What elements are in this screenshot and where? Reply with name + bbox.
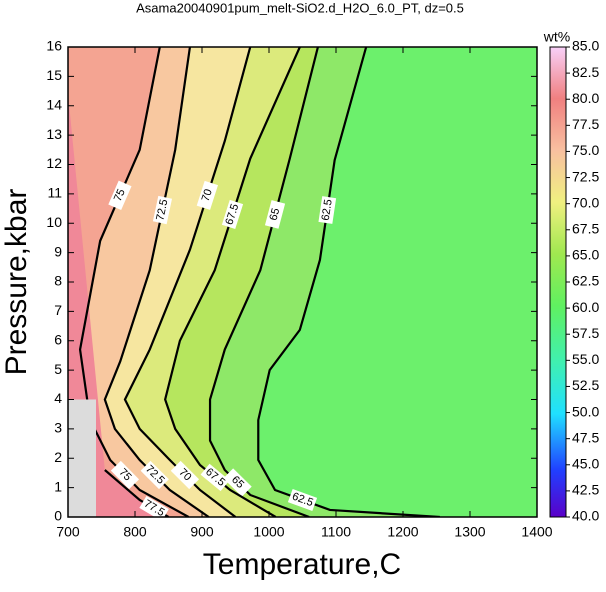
contour-label-group: 72.5 [152,195,173,225]
colorbar-tick-label: 55.0 [572,351,599,367]
contour-label-bg [140,460,169,490]
colorbar-tick-label: 42.5 [572,482,599,498]
x-axis-label: Temperature,C [203,548,401,581]
colorbar-tick-label: 85.0 [572,38,599,54]
y-axis-label: Pressure,kbar [0,189,33,376]
contour-label: 70 [200,188,215,203]
x-tick-label: 1100 [321,524,351,540]
y-tick-label: 5 [54,361,62,377]
y-tick-label: 10 [46,214,62,230]
y-tick-label: 7 [54,302,62,318]
contour-label-bg [223,468,252,497]
x-tick-label: 1200 [387,524,418,540]
y-tick-label: 13 [46,126,62,142]
y-tick-label: 9 [54,243,62,259]
contour-label-bg [200,463,230,492]
colorbar-tick-label: 65.0 [572,247,599,263]
contour-label: 62.5 [320,199,335,222]
y-tick-label: 1 [54,478,62,494]
y-tick-label: 15 [46,67,62,83]
colorbar-tick-label: 75.0 [572,142,599,158]
x-tick-label: 800 [123,524,147,540]
contour-label-bg [264,200,286,229]
contour-label-group: 70 [170,460,200,490]
colorbar-tick-label: 70.0 [572,194,599,210]
contour-label-group: 65 [223,468,252,497]
contour-fill [68,47,189,517]
y-tick-label: 4 [54,390,62,406]
contour-label: 75 [112,187,128,203]
y-tick-label: 3 [54,420,62,436]
contour-label-bg [110,460,140,490]
contour-line [78,47,190,517]
colorbar-tick-label: 67.5 [572,220,599,236]
colorbar-tick-label: 52.5 [572,377,599,393]
y-tick-label: 16 [46,38,62,54]
x-tick-label: 1300 [454,524,485,540]
contour-label-group: 67.5 [221,199,244,229]
contour-label-bg [139,495,169,517]
contour-label-group: 75 [110,460,140,490]
x-tick-label: 900 [190,524,214,540]
contour-label-group: 62.5 [287,488,318,511]
x-tick-label: 700 [56,524,80,540]
chart-title: Asama20040901pum_melt-SiO2.d_H2O_6.0_PT,… [136,0,464,15]
colorbar-tick-label: 57.5 [572,325,599,341]
colorbar-tick-label: 50.0 [572,403,599,419]
contour-label: 65 [268,207,283,222]
contour-label: 72.5 [154,198,170,221]
contour-label-bg [152,195,173,225]
y-tick-label: 14 [46,96,62,112]
contour-label-group: 70 [196,180,218,210]
colorbar-tick-label: 40.0 [572,508,599,524]
contour-label-group: 65 [264,200,286,229]
contour-label-group: 75 [108,180,132,211]
contour-label-bg [170,460,200,490]
contour-label-group: 62.5 [318,196,337,224]
contour-label-bg [221,199,244,229]
colorbar-tick-label: 45.0 [572,455,599,471]
colorbar-tick-label: 47.5 [572,429,599,445]
y-tick-label: 11 [47,185,62,201]
colorbar-tick-label: 77.5 [572,116,599,132]
colorbar-label: wt% [543,29,570,45]
colorbar-tick-label: 62.5 [572,273,599,289]
contour-label-bg [196,180,218,210]
colorbar-tick-label: 82.5 [572,64,599,80]
colorbar-tick-label: 72.5 [572,168,599,184]
contour-label-bg [287,488,318,511]
y-tick-label: 12 [46,155,62,171]
axes: 700 800 900 1000 1100 1200 1300 140001234567891… [46,38,599,540]
y-tick-label: 0 [54,508,62,524]
y-tick-label: 6 [54,331,62,347]
y-tick-label: 8 [54,273,62,289]
x-tick-label: 1000 [253,524,284,540]
contour-label-bg [318,196,337,224]
x-tick-label: 1400 [521,524,552,540]
y-tick-label: 2 [54,449,62,465]
contour-label-bg [108,180,132,211]
colorbar-tick-label: 80.0 [572,90,599,106]
colorbar [549,46,567,518]
colorbar-tick-label: 60.0 [572,299,599,315]
